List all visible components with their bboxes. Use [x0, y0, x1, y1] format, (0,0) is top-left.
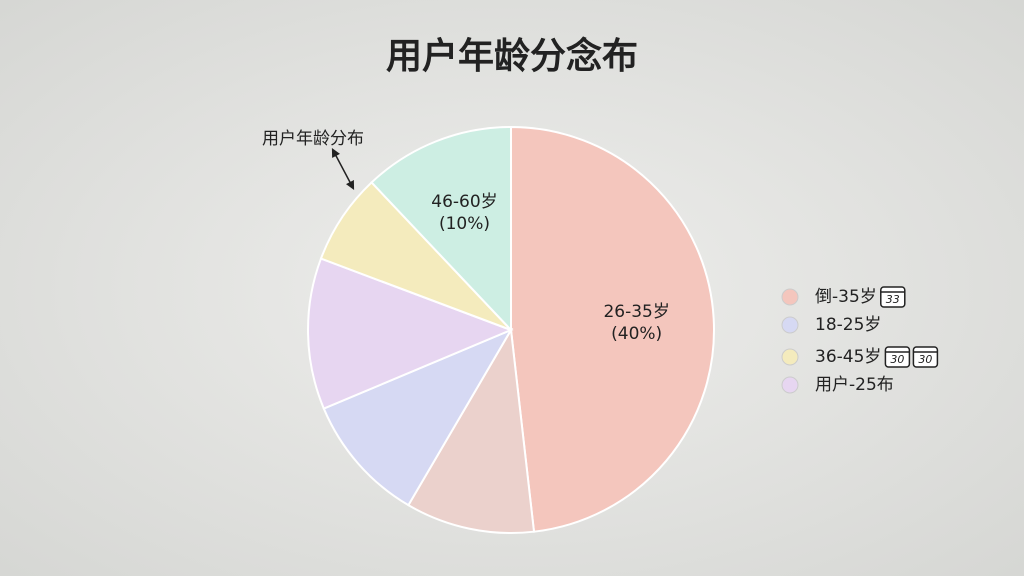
chart-title: 用户年龄分念布 [386, 35, 638, 77]
slice-label: 26-35岁 [603, 302, 669, 322]
legend-swatch [781, 348, 799, 366]
legend: 倒-35岁 33 18-25岁 36-45岁 30 30 用户-25布 [781, 286, 939, 395]
pie-slice [407, 326, 536, 534]
legend-label: 倒-35岁 [815, 287, 877, 307]
pie-slice [510, 125, 716, 533]
calendar-icon-label: 33 [886, 293, 900, 306]
legend-label: 36-45岁 [815, 347, 881, 367]
value-label: (10%) [439, 214, 490, 234]
annotation: 用户年龄分布 [262, 129, 364, 149]
annotation-arrow [331, 148, 355, 190]
legend-swatch [781, 288, 799, 306]
legend-swatch [781, 376, 799, 394]
pie-slice [370, 125, 512, 333]
calendar-icon-label: 30 [890, 353, 904, 366]
calendar-icon-label: 30 [918, 353, 932, 366]
slice-label: 46-60岁 [431, 192, 497, 212]
value-label: (40%) [611, 324, 662, 344]
legend-swatch [781, 316, 799, 334]
legend-label: 用户-25布 [815, 375, 894, 395]
legend-label: 18-25岁 [815, 315, 881, 335]
pie-slice [322, 327, 514, 507]
pie: 26-35岁(40%) 46-60岁(10%) [307, 125, 716, 534]
pie-slice [307, 257, 514, 410]
